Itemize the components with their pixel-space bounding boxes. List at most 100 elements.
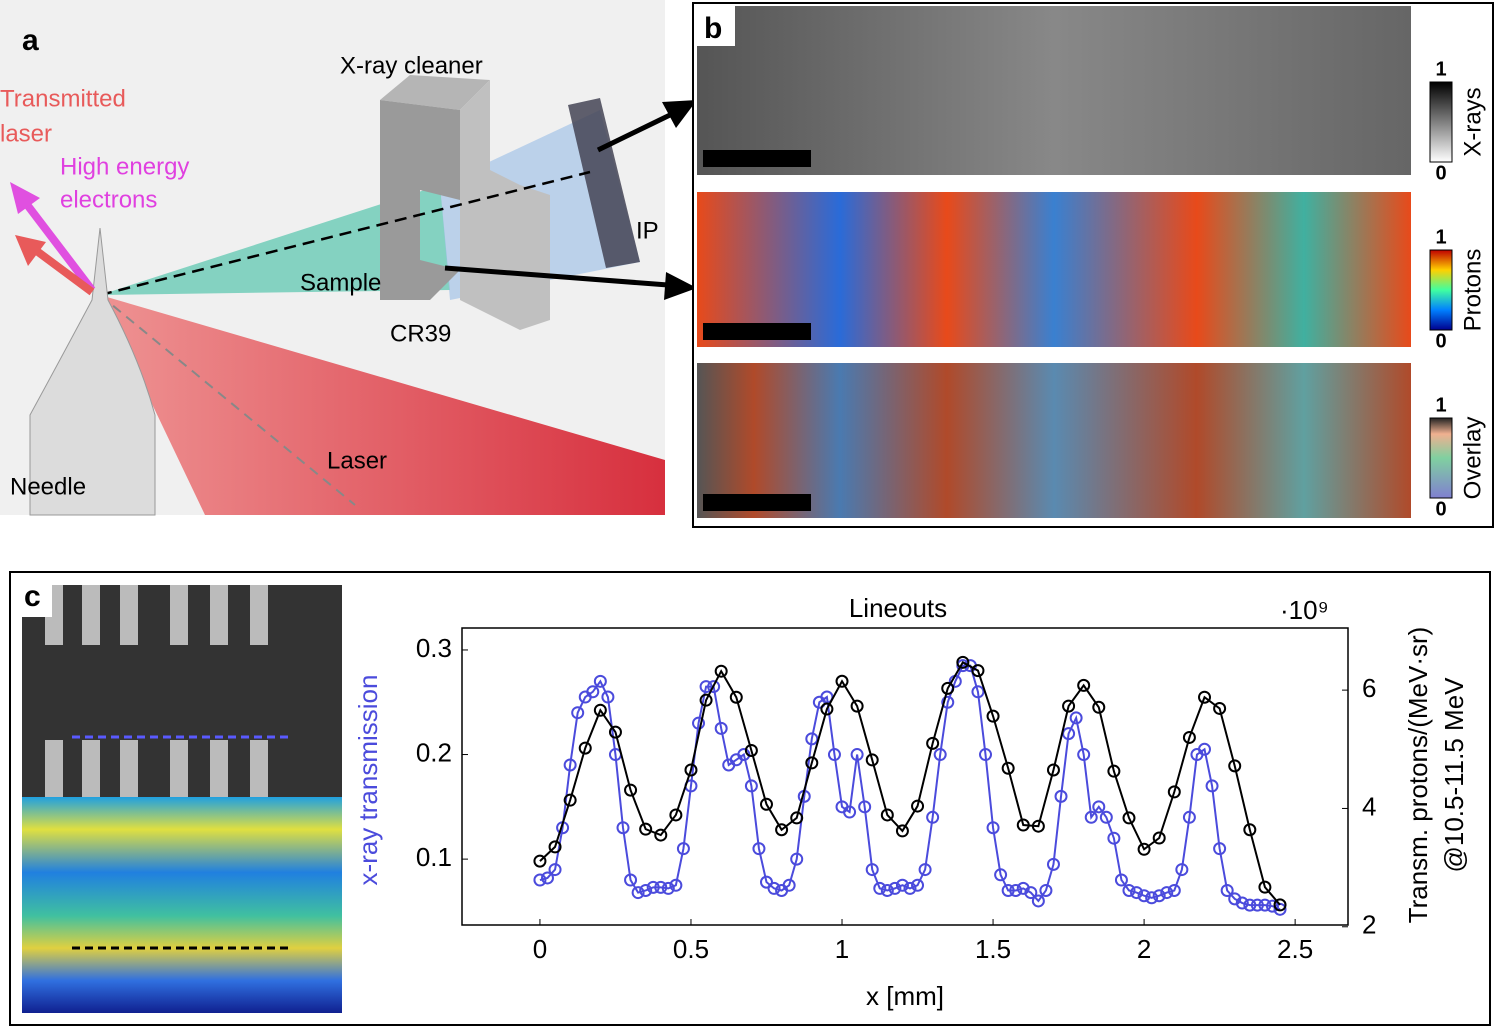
scale-bar [703, 150, 811, 167]
panel-a: a Transmitted laser High energy electron… [0, 0, 697, 516]
data-point [661, 881, 675, 895]
laser-beam [100, 295, 665, 515]
data-point [926, 736, 940, 750]
y2-multiplier: ·10⁹ [1280, 595, 1329, 625]
data-point [752, 842, 766, 856]
data-point [1069, 711, 1083, 725]
x-tick-label: 0 [533, 934, 547, 964]
data-point [1198, 690, 1212, 704]
proton-image [697, 192, 1411, 347]
y2-tick-label: 4 [1362, 791, 1376, 821]
colorbars: 1 0 X-rays 1 0 Protons 1 0 Overlay [1429, 58, 1486, 520]
data-point [1250, 898, 1264, 912]
data-point [533, 854, 547, 868]
data-point [540, 871, 554, 885]
data-point [571, 706, 585, 720]
x-tick-label: 1 [835, 934, 849, 964]
data-point [1122, 883, 1136, 897]
data-point [578, 741, 592, 755]
data-point [1265, 899, 1279, 913]
data-point [1152, 831, 1166, 845]
xray-image [697, 6, 1411, 175]
data-point [1228, 759, 1242, 773]
label-box [697, 6, 735, 46]
data-point [1031, 819, 1045, 833]
proton-image [22, 797, 342, 1013]
data-point [1213, 842, 1227, 856]
data-point [865, 753, 879, 767]
data-point [548, 863, 562, 877]
data-point [971, 685, 985, 699]
y2-tick-label: 6 [1362, 673, 1376, 703]
data-point [684, 763, 698, 777]
data-point [1084, 810, 1098, 824]
data-point [835, 674, 849, 688]
data-point [676, 842, 690, 856]
data-point [775, 823, 789, 837]
data-point [911, 878, 925, 892]
data-point [563, 793, 577, 807]
scale-bar [703, 323, 811, 340]
colorbar [1429, 81, 1453, 163]
data-point [1092, 800, 1106, 814]
colorbar-tick: 1 [1435, 394, 1446, 416]
cleaner-side [460, 80, 550, 330]
data-point [1130, 886, 1144, 900]
colorbar-tick: 0 [1435, 498, 1446, 520]
cleaner-body [380, 100, 460, 300]
data-point [979, 748, 993, 762]
data-point [850, 748, 864, 762]
data-point [1137, 842, 1151, 856]
colorbar [1429, 249, 1453, 331]
data-point [593, 674, 607, 688]
data-point [1001, 761, 1015, 775]
circuit-pattern [45, 585, 268, 797]
label: Transmitted [0, 85, 126, 112]
arrow [596, 112, 672, 153]
needle [29, 227, 156, 516]
data-point [593, 703, 607, 717]
data-point [616, 821, 630, 835]
data-point [941, 695, 955, 709]
arrowhead [15, 235, 46, 266]
data-point [1107, 831, 1121, 845]
arrow [444, 265, 669, 288]
data-point [1024, 886, 1038, 900]
data-point [608, 725, 622, 739]
data-point [1062, 699, 1076, 713]
scale-bar [703, 494, 811, 511]
overlay-image [697, 363, 1411, 518]
data-point [1016, 818, 1030, 832]
colorbar-tick: 0 [1435, 330, 1446, 352]
colorbar-label: Overlay [1459, 417, 1486, 500]
data-point [744, 743, 758, 757]
data-point [880, 808, 894, 822]
label: CR39 [390, 320, 451, 347]
data-point [1220, 883, 1234, 897]
data-point [903, 881, 917, 895]
data-point [1077, 748, 1091, 762]
image-plate [568, 98, 640, 268]
data-point [639, 883, 653, 897]
data-point [805, 756, 819, 770]
data-point [1099, 810, 1113, 824]
label: electrons [60, 186, 157, 213]
data-point [1039, 883, 1053, 897]
data-point [669, 808, 683, 822]
data-point [714, 721, 728, 735]
data-point [850, 699, 864, 713]
laser-arrow [27, 242, 95, 296]
data-point [820, 702, 834, 716]
label: IP [636, 217, 659, 244]
x-tick-label: 1.5 [975, 934, 1011, 964]
data-point [1167, 883, 1181, 897]
data-point [586, 685, 600, 699]
data-point [865, 863, 879, 877]
data-point [759, 875, 773, 889]
axis-line [99, 170, 591, 297]
data-point [790, 852, 804, 866]
y2-tick-label: 2 [1362, 910, 1376, 940]
plot-frame [461, 627, 1349, 926]
data-point [933, 748, 947, 762]
panel-label: b [704, 12, 722, 45]
